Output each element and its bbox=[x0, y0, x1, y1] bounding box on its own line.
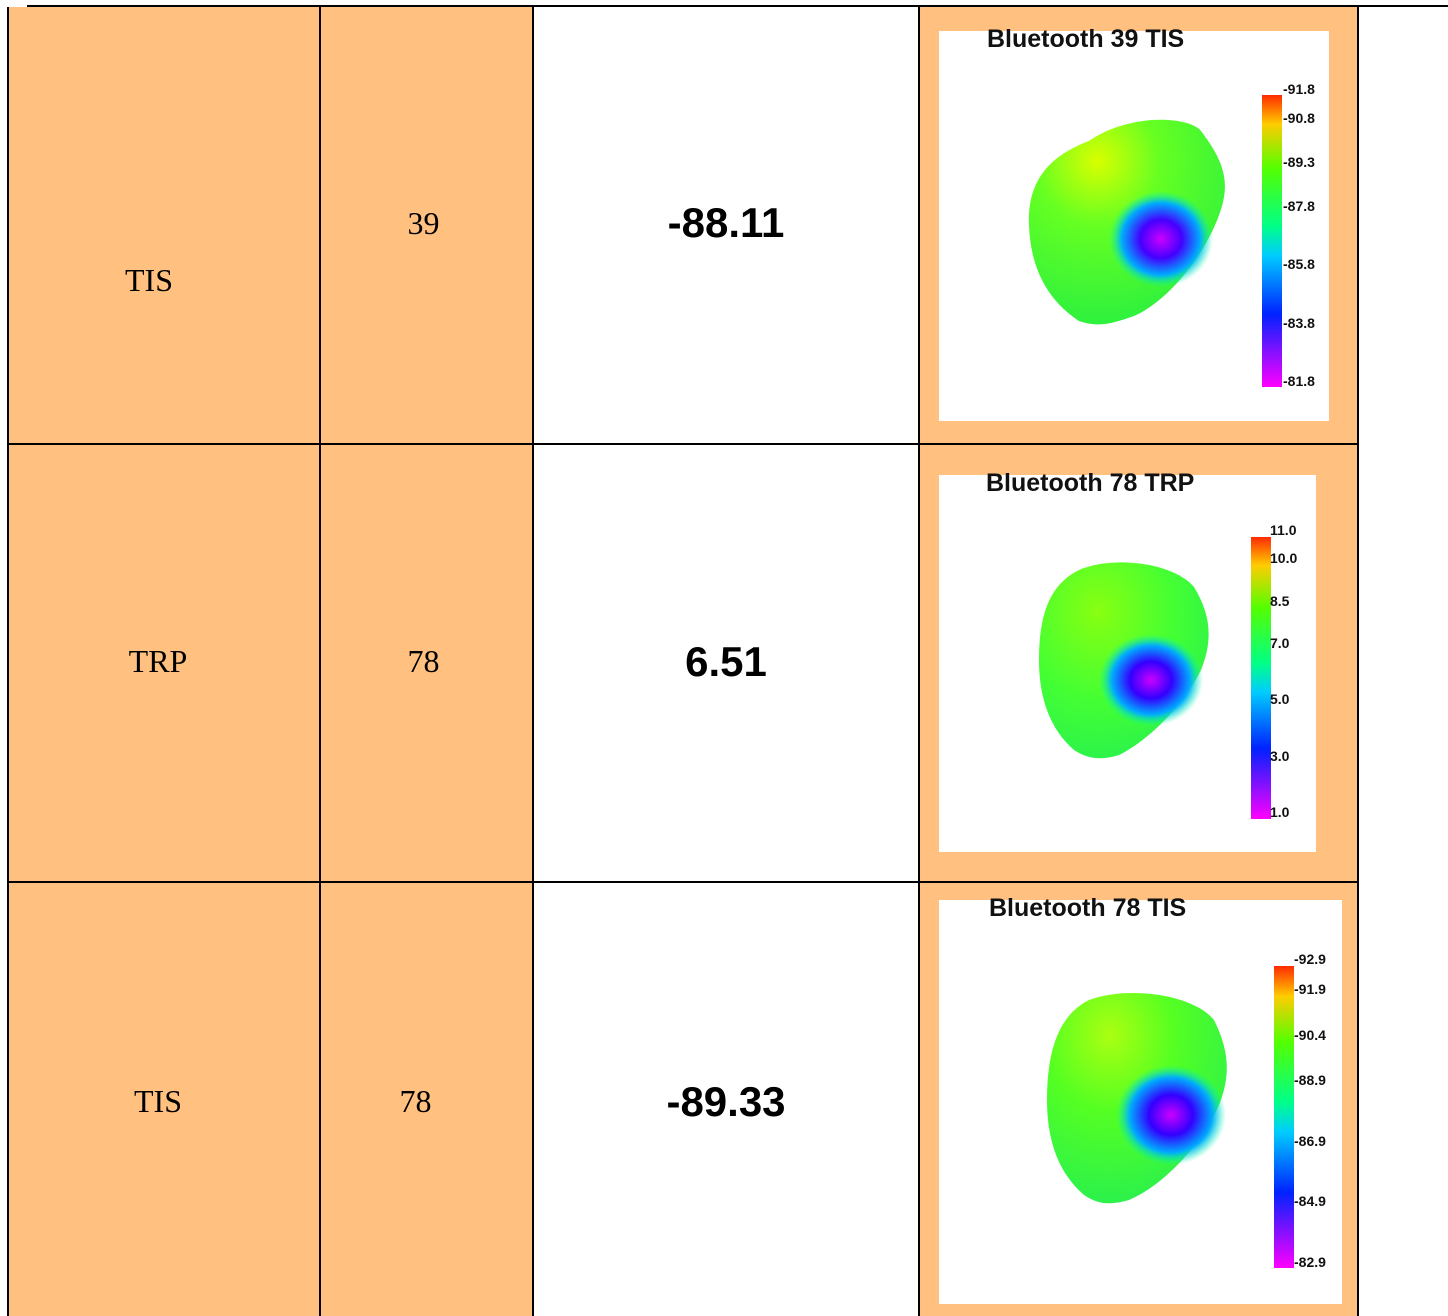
scale-tick: -87.8 bbox=[1283, 198, 1315, 214]
channel-label: 78 bbox=[399, 1083, 432, 1119]
row-divider bbox=[7, 443, 1359, 445]
radiation-plot-cell: Bluetooth 78 TRP bbox=[920, 445, 1359, 882]
scale-tick: 7.0 bbox=[1270, 635, 1290, 651]
scale-tick: -81.8 bbox=[1283, 373, 1315, 389]
channel-cell: 78 bbox=[321, 445, 534, 882]
scale-tick: -83.8 bbox=[1283, 315, 1315, 331]
value-cell: 6.51 bbox=[534, 445, 920, 882]
pattern-graphic bbox=[1039, 537, 1271, 819]
scale-tick: -88.9 bbox=[1294, 1072, 1326, 1088]
scale-tick: 5.0 bbox=[1270, 691, 1290, 707]
pattern-null bbox=[1099, 634, 1203, 726]
channel-cell: 78 bbox=[321, 883, 534, 1316]
scale-tick: -84.9 bbox=[1294, 1193, 1326, 1209]
row-divider bbox=[7, 881, 1359, 883]
value-cell: -89.33 bbox=[534, 883, 920, 1316]
type-cell: TRP bbox=[7, 445, 321, 882]
plot-title: Bluetooth 78 TIS bbox=[989, 894, 1187, 922]
scale-tick: -85.8 bbox=[1283, 256, 1315, 272]
table-row: TRP 78 6.51 Bluetooth 78 TRP bbox=[7, 445, 1359, 882]
channel-label: 39 bbox=[407, 204, 440, 241]
type-cell: TIS bbox=[7, 883, 321, 1316]
table-row: TIS 78 -89.33 Bluetooth 78 TIS bbox=[7, 883, 1359, 1316]
value-cell: -88.11 bbox=[534, 7, 920, 444]
type-cell: TIS bbox=[7, 7, 321, 444]
scale-tick: -89.3 bbox=[1283, 154, 1315, 170]
scale-tick: -92.9 bbox=[1294, 951, 1326, 967]
type-label: TRP bbox=[128, 643, 188, 679]
pattern-graphic bbox=[1028, 95, 1282, 387]
scale-tick: -82.9 bbox=[1294, 1254, 1326, 1270]
plot-title: Bluetooth 39 TIS bbox=[987, 25, 1185, 53]
scale-tick: 1.0 bbox=[1270, 804, 1290, 820]
value-label: -88.11 bbox=[667, 199, 785, 246]
radiation-plot: Bluetooth 39 TIS bbox=[939, 25, 1329, 421]
pattern-null bbox=[1116, 1065, 1226, 1165]
scale-tick: 3.0 bbox=[1270, 748, 1290, 764]
radiation-plot-cell: Bluetooth 39 TIS bbox=[920, 7, 1359, 444]
scale-tick: -90.4 bbox=[1294, 1027, 1326, 1043]
type-label: TIS bbox=[134, 1083, 182, 1119]
table-row: TIS 39 -88.11 Bluetooth 39 TIS bbox=[7, 7, 1359, 444]
pattern-graphic bbox=[1047, 966, 1294, 1268]
color-scale-bar bbox=[1251, 537, 1271, 819]
color-scale-bar bbox=[1262, 95, 1282, 387]
scale-tick: -91.8 bbox=[1283, 81, 1315, 97]
scale-tick: -91.9 bbox=[1294, 981, 1326, 997]
channel-cell: 39 bbox=[321, 7, 534, 444]
type-label: TIS bbox=[125, 262, 173, 298]
color-scale-bar bbox=[1274, 966, 1294, 1268]
scale-tick: -90.8 bbox=[1283, 110, 1315, 126]
table-top-border bbox=[27, 5, 1448, 7]
scale-tick: 11.0 bbox=[1270, 522, 1297, 538]
pattern-null bbox=[1109, 191, 1213, 287]
value-label: -89.33 bbox=[666, 1077, 786, 1125]
plot-title: Bluetooth 78 TRP bbox=[986, 469, 1195, 497]
value-label: 6.51 bbox=[685, 637, 767, 685]
channel-label: 78 bbox=[407, 643, 440, 679]
radiation-plot: Bluetooth 78 TRP bbox=[939, 469, 1316, 852]
scale-tick: -86.9 bbox=[1294, 1133, 1326, 1149]
scale-tick: 8.5 bbox=[1270, 593, 1290, 609]
scale-tick: 10.0 bbox=[1270, 550, 1298, 566]
radiation-plot: Bluetooth 78 TIS bbox=[939, 894, 1342, 1304]
radiation-plot-cell: Bluetooth 78 TIS bbox=[920, 883, 1359, 1316]
